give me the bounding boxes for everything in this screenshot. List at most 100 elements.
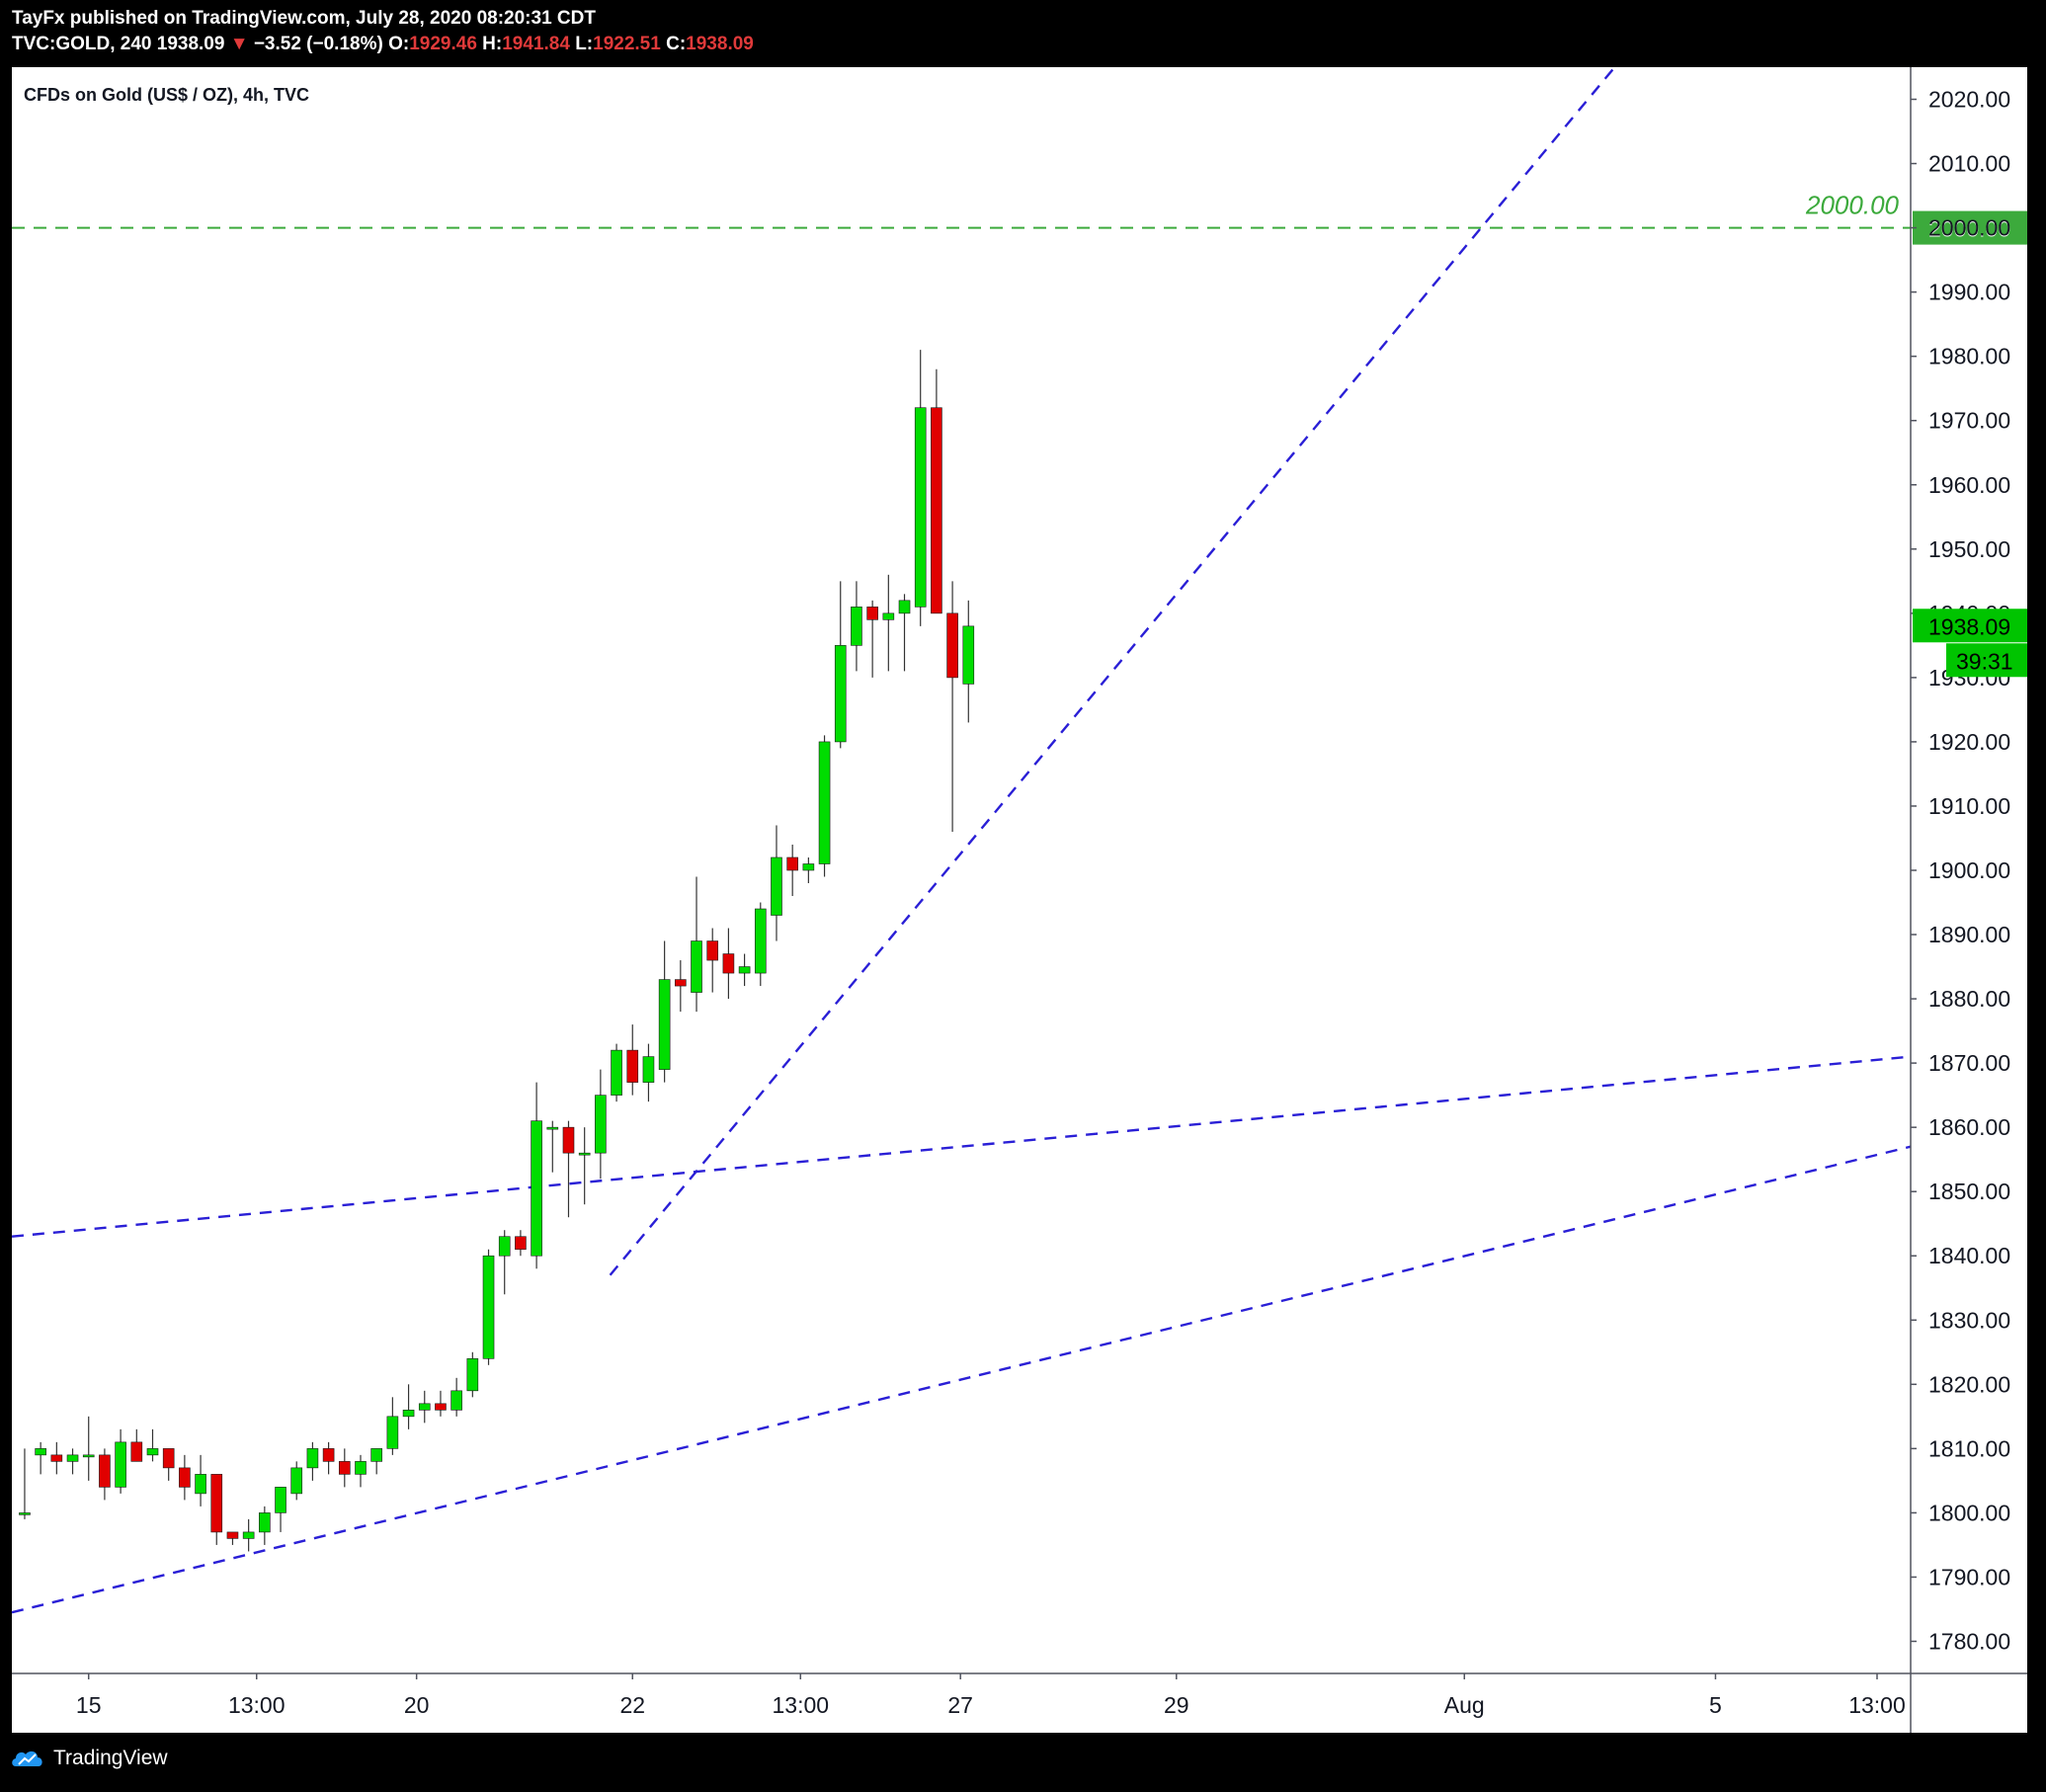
candle-body bbox=[99, 1454, 111, 1488]
candle-body bbox=[322, 1448, 335, 1462]
symbol-label: TVC:GOLD, 240 bbox=[12, 34, 152, 54]
candle-body bbox=[386, 1416, 399, 1449]
candle-body bbox=[611, 1049, 622, 1096]
countdown-label: 39:31 bbox=[1956, 648, 2013, 674]
candle-body bbox=[242, 1531, 255, 1539]
candle-body bbox=[515, 1236, 527, 1251]
trend-line bbox=[11, 1055, 1912, 1238]
candle-body bbox=[834, 645, 847, 743]
chart-area[interactable] bbox=[12, 67, 2027, 1733]
candle-body bbox=[355, 1461, 367, 1475]
low-label: L: bbox=[575, 34, 594, 54]
candle-body bbox=[82, 1454, 95, 1458]
candle-body bbox=[771, 856, 782, 916]
trend-line bbox=[609, 66, 1616, 1276]
candle-body bbox=[882, 612, 895, 620]
candle-body bbox=[898, 600, 911, 614]
price-tick-label: 1980.00 bbox=[1928, 344, 2010, 369]
price-tick-label: 1850.00 bbox=[1928, 1179, 2010, 1204]
candle-body bbox=[706, 940, 719, 961]
candle-body bbox=[226, 1531, 239, 1539]
time-tick-label: 20 bbox=[404, 1692, 430, 1718]
high-value: 1941.84 bbox=[502, 34, 570, 54]
level-label: 2000.00 bbox=[1805, 191, 1900, 220]
price-tick-label: 1880.00 bbox=[1928, 986, 2010, 1012]
time-tick-label: 13:00 bbox=[772, 1692, 829, 1718]
candle-body bbox=[275, 1487, 286, 1513]
last-price: 1938.09 bbox=[156, 34, 225, 54]
price-tick-label: 1900.00 bbox=[1928, 857, 2010, 883]
footer-bar: TradingView bbox=[0, 1735, 2046, 1792]
time-tick-label: 27 bbox=[947, 1692, 973, 1718]
chart-title: CFDs on Gold (US$ / OZ), 4h, TVC bbox=[24, 85, 310, 105]
time-tick-label: 5 bbox=[1709, 1692, 1722, 1718]
time-tick-label: Aug bbox=[1444, 1692, 1485, 1718]
candle-body bbox=[914, 407, 927, 608]
close-label: C: bbox=[666, 34, 687, 54]
price-tick-label: 1910.00 bbox=[1928, 793, 2010, 819]
candle-body bbox=[642, 1056, 655, 1083]
candle-body bbox=[466, 1358, 479, 1392]
candle-body bbox=[482, 1255, 495, 1359]
ohlc-line: TVC:GOLD, 240 1938.09 ▼ −3.52 (−0.18%) O… bbox=[12, 32, 2027, 57]
price-change: −3.52 (−0.18%) bbox=[253, 34, 383, 54]
publish-header: TayFx published on TradingView.com, July… bbox=[12, 6, 2027, 61]
price-tick-label: 1840.00 bbox=[1928, 1243, 2010, 1268]
price-tick-label: 1890.00 bbox=[1928, 922, 2010, 947]
candle-body bbox=[435, 1403, 447, 1411]
candle-body bbox=[19, 1512, 31, 1515]
time-tick-label: 15 bbox=[76, 1692, 102, 1718]
candle-body bbox=[802, 863, 815, 871]
low-value: 1922.51 bbox=[593, 34, 661, 54]
publish-line: TayFx published on TradingView.com, July… bbox=[12, 8, 596, 29]
price-tick-label: 1830.00 bbox=[1928, 1307, 2010, 1333]
candle-body bbox=[498, 1236, 511, 1257]
price-tick-label: 1790.00 bbox=[1928, 1564, 2010, 1589]
price-tick-label: 1970.00 bbox=[1928, 408, 2010, 434]
candle-body bbox=[786, 856, 798, 871]
candle-body bbox=[418, 1403, 431, 1411]
price-tick-label: 1800.00 bbox=[1928, 1500, 2010, 1525]
candle-body bbox=[738, 966, 751, 974]
down-arrow-icon: ▼ bbox=[229, 34, 249, 54]
candle-body bbox=[722, 953, 735, 974]
candle-body bbox=[66, 1454, 79, 1462]
price-tick-label: 1820.00 bbox=[1928, 1371, 2010, 1397]
price-tick-label: 1920.00 bbox=[1928, 729, 2010, 755]
tradingview-brand[interactable]: TradingView bbox=[10, 1747, 168, 1770]
level-price-tag-label: 2000.00 bbox=[1928, 216, 2010, 242]
candle-body bbox=[818, 741, 831, 864]
candle-body bbox=[578, 1152, 591, 1156]
candle-body bbox=[562, 1126, 575, 1154]
price-tick-label: 1860.00 bbox=[1928, 1114, 2010, 1140]
candle-body bbox=[338, 1461, 351, 1475]
candle-body bbox=[179, 1467, 191, 1488]
candle-body bbox=[290, 1467, 303, 1495]
trend-line bbox=[11, 1145, 1912, 1614]
open-value: 1929.46 bbox=[409, 34, 477, 54]
price-tick-label: 1960.00 bbox=[1928, 472, 2010, 498]
close-value: 1938.09 bbox=[686, 34, 754, 54]
candle-body bbox=[146, 1448, 159, 1456]
candle-body bbox=[946, 612, 958, 679]
candle-body bbox=[531, 1120, 542, 1257]
brand-label: TradingView bbox=[53, 1747, 168, 1769]
price-tick-label: 2000.00 bbox=[1928, 215, 2010, 241]
time-tick-label: 22 bbox=[619, 1692, 645, 1718]
price-tick-label: 1870.00 bbox=[1928, 1050, 2010, 1076]
open-label: O: bbox=[388, 34, 410, 54]
candle-body bbox=[931, 407, 942, 614]
level-price-tag bbox=[1913, 210, 2027, 245]
candle-body bbox=[306, 1448, 319, 1469]
candle-body bbox=[402, 1410, 415, 1418]
candle-body bbox=[675, 979, 687, 987]
high-label: H: bbox=[482, 34, 503, 54]
price-tick-label: 1990.00 bbox=[1928, 280, 2010, 305]
candle-body bbox=[962, 625, 975, 685]
candle-body bbox=[130, 1441, 143, 1462]
time-tick-label: 29 bbox=[1164, 1692, 1189, 1718]
price-tick-label: 2020.00 bbox=[1928, 87, 2010, 113]
candle-body bbox=[546, 1126, 559, 1130]
candle-body bbox=[851, 607, 862, 646]
